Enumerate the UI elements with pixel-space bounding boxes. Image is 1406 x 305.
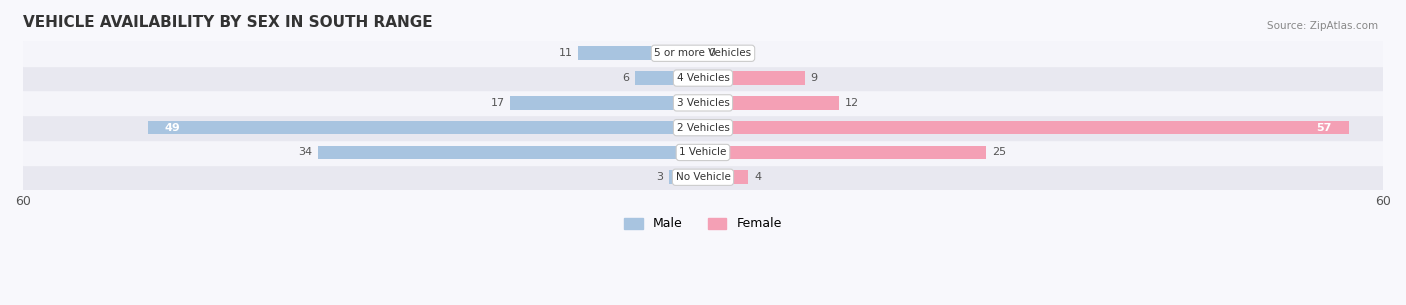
Text: Source: ZipAtlas.com: Source: ZipAtlas.com: [1267, 21, 1378, 31]
Text: No Vehicle: No Vehicle: [675, 172, 731, 182]
Bar: [22, 66, 1384, 91]
Text: 2 Vehicles: 2 Vehicles: [676, 123, 730, 133]
Text: 9: 9: [811, 73, 818, 83]
Text: 4 Vehicles: 4 Vehicles: [676, 73, 730, 83]
Bar: [148, 121, 703, 135]
Text: VEHICLE AVAILABILITY BY SEX IN SOUTH RANGE: VEHICLE AVAILABILITY BY SEX IN SOUTH RAN…: [22, 15, 433, 30]
Bar: [22, 115, 1384, 140]
Text: 5 or more Vehicles: 5 or more Vehicles: [654, 48, 752, 58]
Bar: [22, 41, 1384, 66]
Legend: Male, Female: Male, Female: [619, 213, 787, 235]
Text: 4: 4: [754, 172, 761, 182]
Bar: [318, 146, 703, 159]
Text: 1 Vehicle: 1 Vehicle: [679, 147, 727, 157]
Bar: [703, 96, 839, 110]
Text: 34: 34: [298, 147, 312, 157]
Text: 12: 12: [845, 98, 859, 108]
Bar: [22, 140, 1384, 165]
Text: 17: 17: [491, 98, 505, 108]
Text: 3 Vehicles: 3 Vehicles: [676, 98, 730, 108]
Bar: [636, 71, 703, 85]
Bar: [22, 165, 1384, 190]
Text: 25: 25: [993, 147, 1007, 157]
Text: 57: 57: [1316, 123, 1331, 133]
Bar: [22, 91, 1384, 115]
Text: 3: 3: [657, 172, 664, 182]
Text: 49: 49: [165, 123, 180, 133]
Text: 11: 11: [558, 48, 572, 58]
Bar: [669, 170, 703, 184]
Bar: [510, 96, 703, 110]
Bar: [703, 146, 987, 159]
Bar: [703, 71, 806, 85]
Text: 0: 0: [709, 48, 716, 58]
Text: 6: 6: [623, 73, 630, 83]
Bar: [703, 121, 1350, 135]
Bar: [578, 46, 703, 60]
Bar: [703, 170, 748, 184]
